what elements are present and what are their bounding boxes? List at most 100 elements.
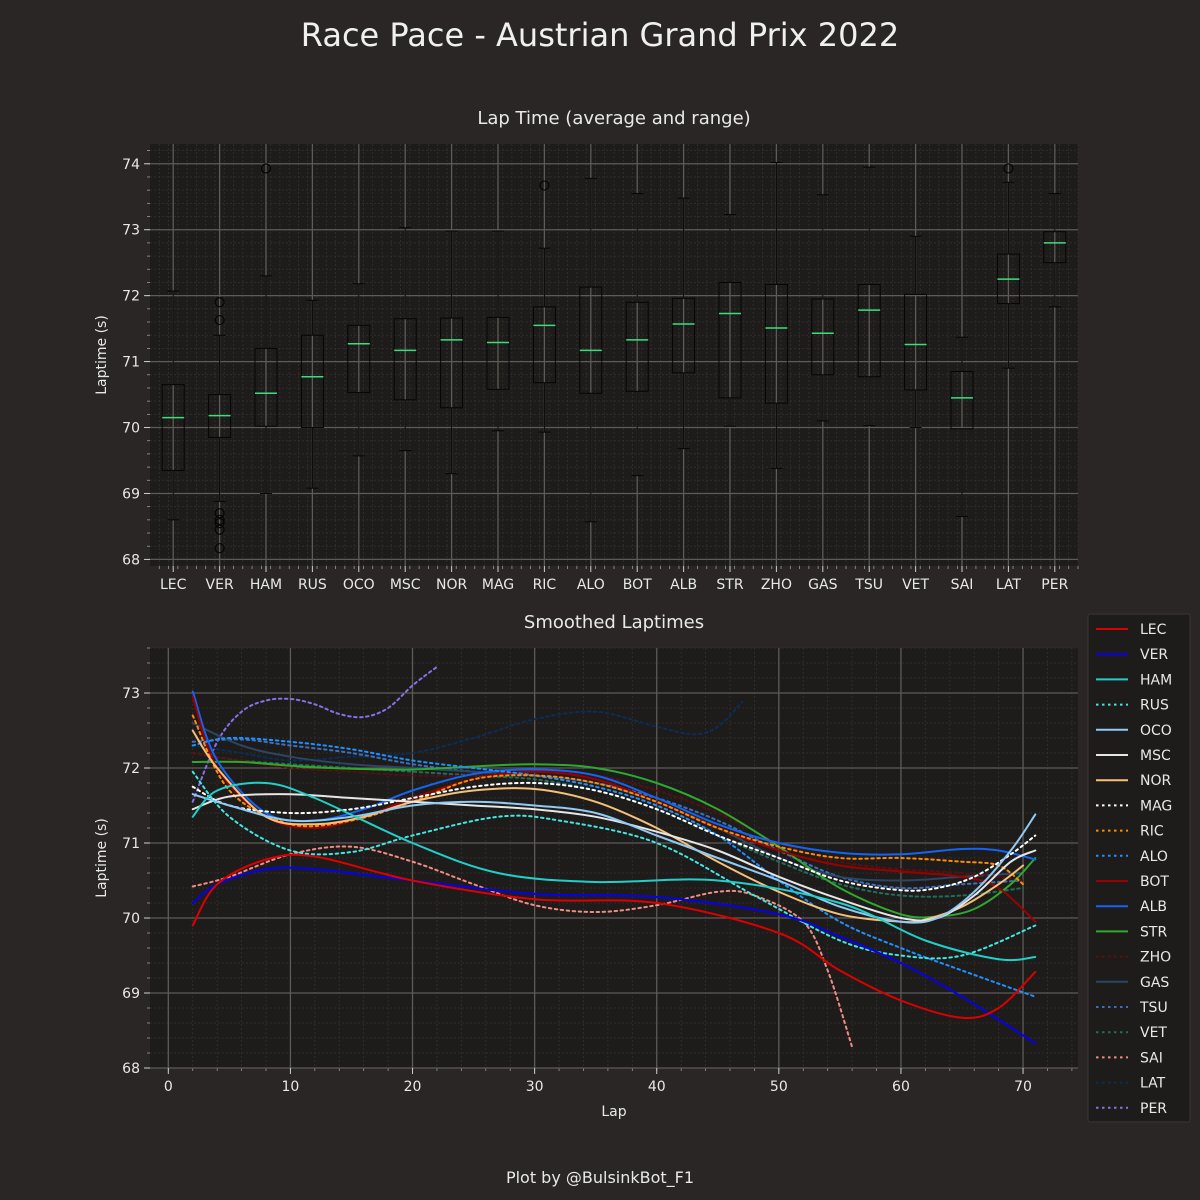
box-iqr: [254, 347, 278, 427]
box-iqr: [532, 306, 556, 384]
series-line-sai: [191, 845, 854, 1048]
legend-label: MAG: [1140, 798, 1172, 814]
x-tick-label: GAS: [808, 577, 837, 593]
box-iqr: [811, 298, 835, 376]
x-tick-label: 20: [404, 1079, 422, 1095]
x-tick-label: OCO: [343, 577, 375, 593]
legend-label: NOR: [1140, 773, 1171, 789]
x-tick-label: 40: [648, 1079, 666, 1095]
outlier-point: [214, 514, 225, 525]
x-tick-label: 50: [770, 1079, 788, 1095]
box-iqr: [718, 281, 742, 399]
plot-area: [150, 144, 1078, 566]
outlier-point: [539, 180, 550, 191]
box-gas: [811, 194, 835, 422]
x-tick-label: RUS: [298, 577, 327, 593]
legend-label: GAS: [1140, 975, 1169, 991]
box-iqr: [672, 297, 696, 374]
x-tick-label: LEC: [160, 577, 187, 593]
series-line-bot: [191, 695, 1037, 923]
box-msc: [393, 227, 417, 452]
legend-label: LAT: [1140, 1076, 1166, 1092]
series-line-lat: [191, 701, 744, 762]
y-tick-label: 69: [122, 486, 140, 502]
credit-text: Plot by @BulsinkBot_F1: [505, 1168, 695, 1187]
boxplot-title: Lap Time (average and range): [477, 108, 750, 129]
legend-label: HAM: [1140, 672, 1172, 688]
x-tick-label: VER: [206, 577, 234, 593]
x-tick-label: HAM: [250, 577, 282, 593]
box-bot: [625, 192, 649, 477]
lineplot-title: Smoothed Laptimes: [524, 612, 704, 633]
outlier-point: [214, 314, 225, 326]
box-iqr: [300, 334, 324, 429]
box-rus: [300, 299, 324, 489]
legend-label: RIC: [1140, 824, 1164, 840]
series-line-ham: [191, 781, 1037, 962]
figure-title: Race Pace - Austrian Grand Prix 2022: [300, 16, 900, 54]
box-ver: [208, 297, 232, 554]
box-iqr: [950, 370, 974, 430]
x-tick-label: ZHO: [761, 577, 792, 593]
box-mag: [486, 230, 510, 432]
box-tsu: [857, 166, 881, 427]
lineplot-x-label: Lap: [601, 1104, 626, 1120]
boxplot-panel: 68 69 70 71 72 73 74 LEC VER HAM RUS OCO MSC NOR MAG RI…: [94, 108, 1079, 593]
legend-label: ZHO: [1140, 950, 1171, 966]
y-tick-label: 72: [122, 761, 140, 777]
boxplot-y-label: Laptime (s): [94, 315, 110, 395]
series-line-rus: [191, 770, 1037, 960]
box-oco: [347, 283, 371, 457]
box-iqr: [393, 318, 417, 401]
legend-label: VER: [1140, 647, 1168, 663]
box-iqr: [1043, 231, 1067, 264]
legend-label: VET: [1140, 1025, 1167, 1041]
x-tick-label: 30: [526, 1079, 544, 1095]
legend-label: LEC: [1140, 622, 1167, 638]
y-tick-label: 73: [122, 223, 140, 239]
x-tick-label: ALO: [577, 577, 605, 593]
x-tick-label: VET: [902, 577, 929, 593]
outlier-point: [214, 518, 225, 529]
box-vet: [904, 235, 928, 429]
legend-label: RUS: [1140, 698, 1169, 714]
box-iqr: [579, 286, 603, 394]
x-tick-label: 70: [1014, 1079, 1032, 1095]
x-tick-label: TSU: [854, 577, 883, 593]
legend-label: MSC: [1140, 748, 1171, 764]
box-str: [718, 214, 742, 427]
x-tick-label: STR: [716, 577, 743, 593]
box-nor: [440, 230, 464, 475]
x-tick-label: SAI: [951, 577, 974, 593]
series-line-lec: [191, 853, 1037, 1019]
series-line-per: [191, 665, 438, 803]
x-tick-label: MSC: [390, 577, 421, 593]
box-lec: [161, 290, 185, 521]
y-tick-label: 69: [122, 986, 140, 1002]
x-tick-label: PER: [1041, 577, 1068, 593]
legend-label: STR: [1140, 924, 1167, 940]
y-tick-label: 70: [122, 421, 140, 437]
outlier-point: [1003, 163, 1014, 174]
box-iqr: [347, 324, 371, 394]
y-tick-label: 71: [122, 355, 140, 371]
x-tick-label: NOR: [436, 577, 467, 593]
x-tick-label: 60: [892, 1079, 910, 1095]
outlier-point: [214, 297, 225, 308]
legend-label: PER: [1140, 1101, 1167, 1117]
x-tick-label: MAG: [482, 577, 514, 593]
legend: LEC VER HAM RUS OCO MSC NOR MAG RIC ALO BOT ALB STR Z…: [1087, 613, 1191, 1123]
box-iqr: [764, 283, 788, 404]
outlier-point: [214, 508, 225, 519]
y-tick-label: 68: [122, 1061, 140, 1077]
y-tick-label: 70: [122, 911, 140, 927]
y-tick-label: 73: [122, 686, 140, 702]
lineplot-y-label: Laptime (s): [94, 818, 110, 898]
box-sai: [950, 336, 974, 518]
box-iqr: [161, 384, 185, 471]
lineplot-panel: 68 69 70 71 72 73 0 10 20 30 40 50 60 70 Smoothed Lapt…: [94, 612, 1078, 1120]
box-per: [1043, 192, 1067, 308]
legend-label: TSU: [1139, 1000, 1168, 1016]
y-tick-label: 72: [122, 289, 140, 305]
outlier-point: [214, 524, 225, 535]
